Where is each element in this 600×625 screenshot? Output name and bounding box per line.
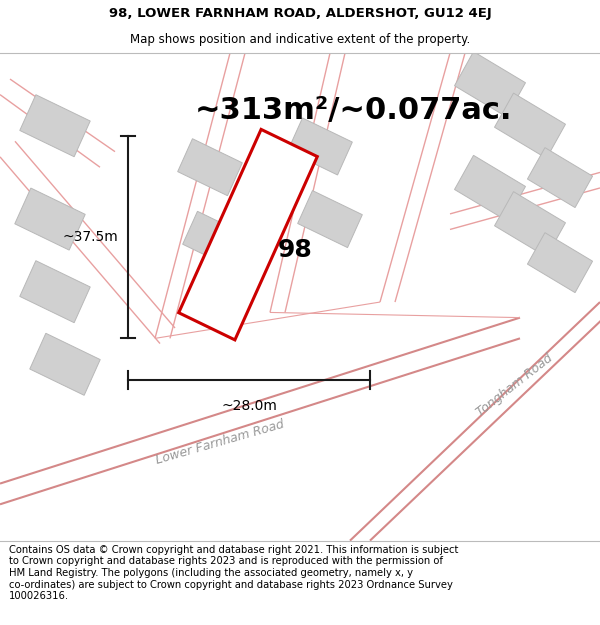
Text: ~28.0m: ~28.0m — [221, 399, 277, 412]
Polygon shape — [20, 95, 90, 157]
Polygon shape — [287, 118, 352, 175]
Polygon shape — [298, 191, 362, 248]
Text: Contains OS data © Crown copyright and database right 2021. This information is : Contains OS data © Crown copyright and d… — [9, 545, 458, 601]
Text: Lower Farnham Road: Lower Farnham Road — [154, 418, 286, 467]
Text: 98: 98 — [278, 238, 313, 262]
Polygon shape — [494, 192, 565, 257]
Polygon shape — [455, 156, 526, 221]
Polygon shape — [527, 148, 593, 208]
Polygon shape — [20, 261, 90, 322]
Polygon shape — [15, 188, 85, 250]
Polygon shape — [30, 333, 100, 395]
Polygon shape — [182, 211, 247, 268]
Text: Map shows position and indicative extent of the property.: Map shows position and indicative extent… — [130, 33, 470, 46]
Polygon shape — [179, 129, 317, 340]
Polygon shape — [455, 52, 526, 117]
Text: ~313m²/~0.077ac.: ~313m²/~0.077ac. — [195, 96, 512, 124]
Polygon shape — [178, 139, 242, 196]
Text: ~37.5m: ~37.5m — [62, 230, 118, 244]
Text: 98, LOWER FARNHAM ROAD, ALDERSHOT, GU12 4EJ: 98, LOWER FARNHAM ROAD, ALDERSHOT, GU12 … — [109, 7, 491, 20]
Text: Tongham Road: Tongham Road — [475, 351, 556, 419]
Polygon shape — [494, 93, 565, 158]
Polygon shape — [527, 232, 593, 292]
